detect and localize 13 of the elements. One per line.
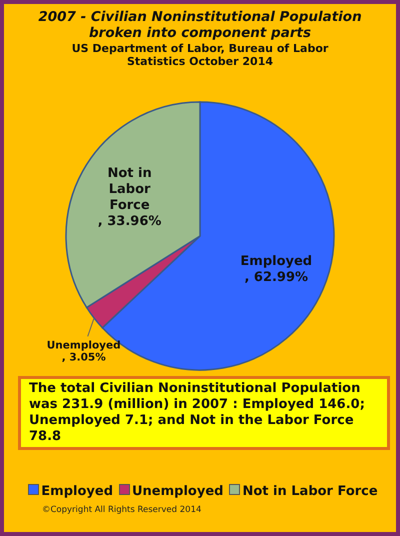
legend-label: Unemployed	[132, 484, 224, 499]
data-label: , 33.96%	[98, 214, 162, 230]
legend-label: Employed	[41, 484, 113, 499]
text: The total Civilian Noninstitutional Population was 231.9 (million) in 2007 : Employed 146.0; Unemployed 7.1; and Not in the Labor Force 78.8	[18, 376, 390, 450]
slice-label: Not in Labor Force	[107, 166, 152, 214]
slice-label: Employed	[240, 254, 312, 269]
data-label: , 3.05%	[62, 351, 106, 364]
chart-title: 2007 - Civilian Noninstitutional Population broken into component parts	[37, 9, 363, 41]
data-label: , 62.99%	[244, 270, 308, 285]
slice-label: Unemployed	[46, 339, 121, 352]
chart-subtitle: US Department of Labor, Bureau of Labor Statistics October 2014	[70, 42, 330, 68]
text: ©Copyright All Rights Reserved 2014	[42, 505, 202, 515]
legend-label: Not in Labor Force	[242, 484, 378, 499]
